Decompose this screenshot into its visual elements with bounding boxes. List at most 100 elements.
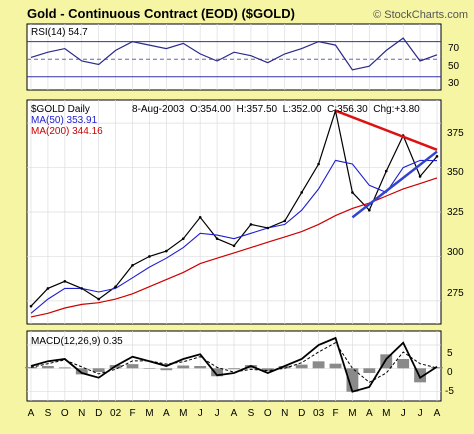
price-point [165, 249, 168, 253]
rsi-series [30, 37, 438, 71]
price-point [435, 155, 439, 158]
macd-signal-line [30, 342, 438, 383]
x-tick-label: A [28, 408, 35, 419]
macd-histogram-bar [346, 368, 359, 392]
price-point [317, 162, 320, 166]
macd-histogram-bar [41, 366, 54, 369]
rsi-line [30, 37, 438, 71]
x-tick-label: A [163, 408, 170, 419]
price-point [266, 226, 270, 230]
x-tick-label: N [281, 408, 288, 419]
copyright-label: © StockCharts.com [373, 9, 468, 21]
macd-label: MACD(12,26,9) 0.35 [31, 336, 123, 347]
x-tick-label: M [382, 408, 390, 419]
price-point [148, 255, 151, 258]
ma200-label: MA(200) 344.16 [31, 126, 103, 137]
lower-trendline [351, 150, 438, 219]
price-point [131, 264, 134, 267]
x-tick-label: M [145, 408, 153, 419]
macd-histogram-bar [177, 365, 190, 369]
macd-histogram-bar [58, 367, 71, 369]
price-point [80, 287, 84, 290]
price-tick-275: 275 [447, 288, 464, 299]
rsi-tick-50: 50 [448, 61, 460, 72]
x-tick-label: J [401, 408, 406, 419]
price-point [181, 237, 185, 240]
quote-label: 8-Aug-2003 O:354.00 H:357.50 L:352.00 C:… [132, 104, 420, 115]
macd-histogram-bar [295, 364, 308, 369]
x-tick-label: A [366, 408, 373, 419]
rsi-label: RSI(14) 54.7 [31, 27, 88, 38]
price-tick-375: 375 [447, 128, 464, 139]
macd-histogram-bar [126, 364, 139, 369]
macd-histogram-bar [278, 366, 291, 369]
rsi-grid [30, 24, 438, 90]
price-point [300, 191, 303, 194]
macd-histogram-bar [228, 368, 240, 370]
macd-histogram-bar [363, 368, 376, 373]
x-tick-label: O [264, 408, 272, 419]
x-tick-label: J [418, 408, 423, 419]
price-point [283, 219, 287, 223]
price-tick-350: 350 [447, 167, 464, 178]
macd-histogram-bar [143, 368, 156, 369]
x-tick-label: D [95, 408, 102, 419]
price-tick-300: 300 [447, 247, 464, 258]
macd-histogram-bar [211, 368, 224, 377]
macd-histogram-bar [380, 354, 393, 369]
macd-histogram-bar [312, 361, 325, 369]
macd-histogram-bar [414, 368, 427, 383]
macd-histogram-bar [397, 359, 410, 369]
x-tick-label: 02 [110, 408, 122, 419]
price-point [351, 191, 354, 194]
ma50-line [30, 159, 438, 314]
macd-line [30, 336, 438, 393]
trendlines [335, 109, 438, 219]
price-point [97, 297, 100, 301]
rsi-tick-30: 30 [448, 78, 460, 89]
x-tick-label: 03 [313, 408, 325, 419]
price-grid [27, 100, 441, 324]
price-point [249, 223, 253, 226]
x-tick-label: J [198, 408, 203, 419]
price-point [368, 208, 371, 212]
x-tick-label: D [298, 408, 305, 419]
price-point [215, 237, 219, 240]
x-tick-label: O [61, 408, 69, 419]
x-axis-labels: A S O N D 02 F M A M J J A S O N D 03 F M A M J J A [28, 408, 441, 419]
x-tick-label: M [179, 408, 187, 419]
upper-trendline [335, 109, 438, 151]
price-point [198, 216, 202, 219]
x-tick-label: A [434, 408, 441, 419]
macd-histogram-bar [329, 363, 342, 369]
macd-tick-0: 0 [447, 367, 453, 378]
rsi-reference-lines [27, 41, 441, 78]
price-point [46, 287, 50, 290]
macd-histogram-bar [75, 368, 88, 375]
x-tick-label: S [45, 408, 52, 419]
price-point [29, 304, 33, 308]
x-tick-label: M [348, 408, 356, 419]
macd-tick-minus5: -5 [445, 386, 454, 397]
x-tick-label: F [129, 408, 135, 419]
macd-histogram-bar [194, 366, 207, 369]
macd-histogram-bar [92, 368, 105, 373]
price-tick-325: 325 [447, 207, 464, 218]
chart-title: Gold - Continuous Contract (EOD) ($GOLD) [27, 6, 295, 21]
ma50-label: MA(50) 353.91 [31, 115, 98, 126]
x-tick-label: S [248, 408, 255, 419]
macd-histogram-bar [25, 366, 37, 369]
x-tick-label: F [332, 408, 338, 419]
price-point [384, 169, 388, 173]
rsi-tick-70: 70 [448, 43, 460, 54]
macd-tick-5: 5 [447, 348, 453, 359]
macd-series [30, 336, 438, 393]
macd-histogram-bar [261, 368, 274, 371]
price-point [63, 280, 67, 283]
x-tick-label: N [78, 408, 85, 419]
price-point [114, 285, 117, 288]
price-point [232, 244, 236, 248]
macd-histogram [25, 354, 443, 392]
